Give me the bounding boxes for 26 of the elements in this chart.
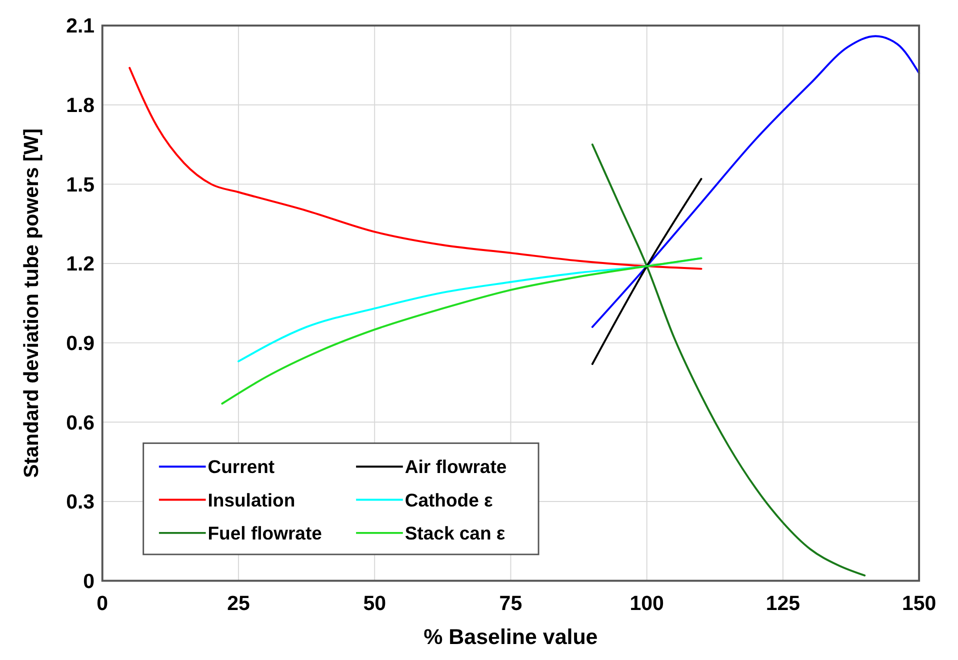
x-tick-label: 150 [902,592,936,616]
legend-label: Fuel flowrate [208,522,322,544]
y-tick-label: 2.1 [66,14,95,38]
legend-label: Cathode ε [404,489,494,510]
line-series [221,257,702,405]
x-tick-label: 125 [766,592,800,616]
y-tick-label: 1.5 [66,173,95,196]
line-series [128,66,702,270]
legend-label: Air flowrate [404,456,507,478]
y-tick-label: 0.9 [66,332,95,355]
y-tick-label: 1.2 [66,252,95,276]
legend-label: Insulation [208,489,296,510]
legend-label: Stack can ε [404,522,506,544]
x-axis-title: % Baseline value [424,625,598,650]
y-tick-label: 0.3 [66,490,95,514]
line-series [591,144,866,576]
legend-label: Current [208,456,275,478]
y-tick-label: 0 [83,570,95,593]
x-tick-label: 75 [499,592,522,616]
y-tick-label: 0.6 [66,411,95,434]
y-axis-title: Standard deviation tube powers [W] [20,128,43,478]
x-tick-label: 50 [363,592,386,616]
x-tick-label: 100 [630,592,664,616]
y-tick-label: 1.8 [66,94,95,118]
line-series [591,35,920,328]
x-tick-label: 25 [227,592,250,616]
